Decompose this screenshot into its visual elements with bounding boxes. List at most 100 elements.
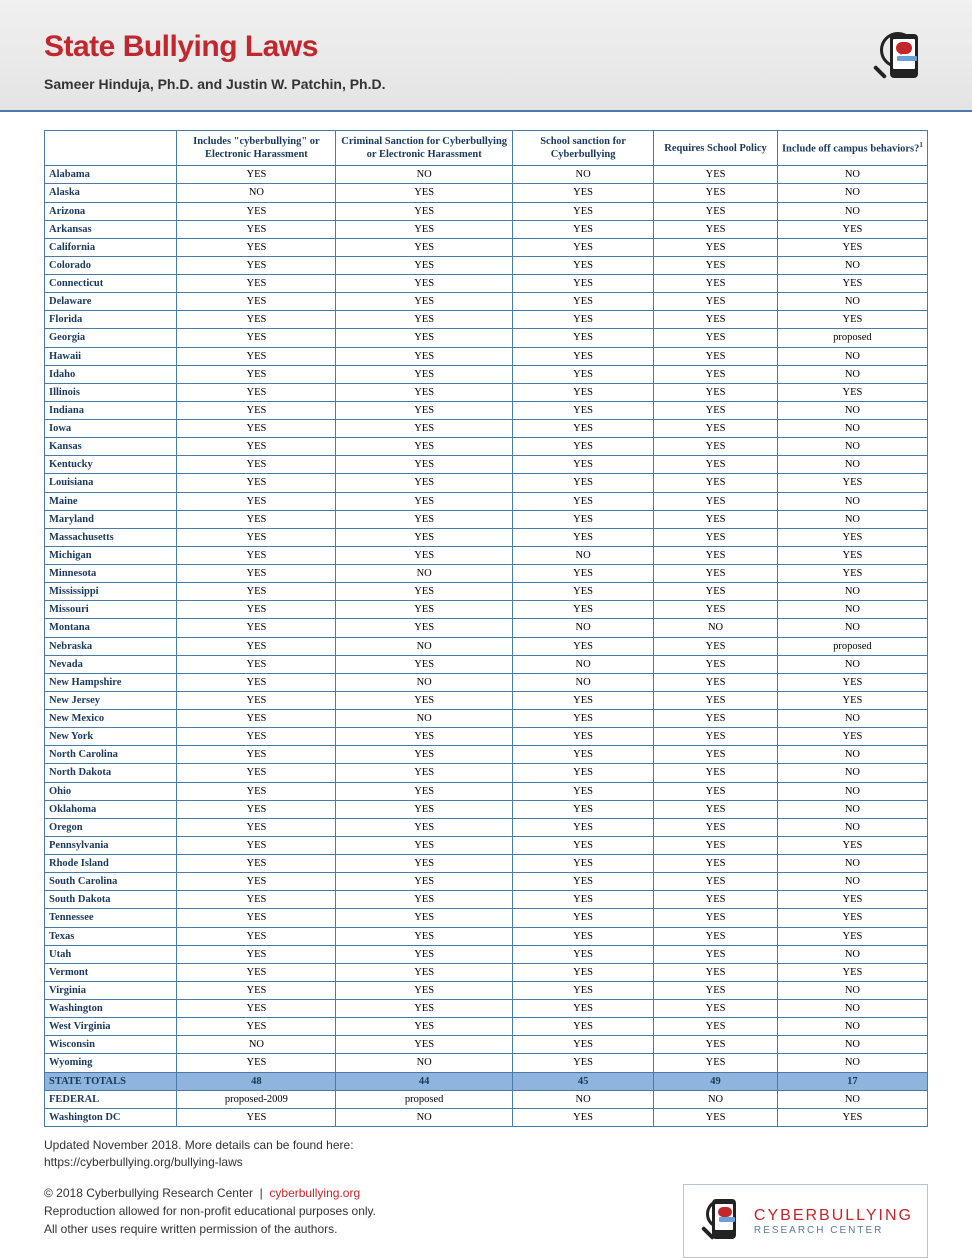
state-cell: Nebraska bbox=[45, 637, 177, 655]
footnote-line1: Updated November 2018. More details can … bbox=[44, 1137, 928, 1154]
value-cell: YES bbox=[654, 184, 778, 202]
value-cell: YES bbox=[177, 293, 336, 311]
value-cell: YES bbox=[512, 1108, 653, 1126]
value-cell: YES bbox=[654, 383, 778, 401]
state-cell: Alaska bbox=[45, 184, 177, 202]
state-cell: Idaho bbox=[45, 365, 177, 383]
state-cell: Washington bbox=[45, 1000, 177, 1018]
value-cell: YES bbox=[654, 293, 778, 311]
value-cell: YES bbox=[654, 401, 778, 419]
value-cell: YES bbox=[177, 728, 336, 746]
table-row: Washington DCYESNOYESYESYES bbox=[45, 1108, 928, 1126]
value-cell: YES bbox=[512, 909, 653, 927]
value-cell: NO bbox=[777, 184, 927, 202]
value-cell: YES bbox=[777, 673, 927, 691]
value-cell: YES bbox=[336, 420, 513, 438]
value-cell: YES bbox=[512, 601, 653, 619]
value-cell: YES bbox=[336, 238, 513, 256]
value-cell: YES bbox=[654, 782, 778, 800]
state-cell: Georgia bbox=[45, 329, 177, 347]
value-cell: YES bbox=[512, 420, 653, 438]
value-cell: YES bbox=[777, 220, 927, 238]
value-cell: NO bbox=[777, 365, 927, 383]
table-row: ConnecticutYESYESYESYESYES bbox=[45, 275, 928, 293]
state-cell: California bbox=[45, 238, 177, 256]
table-row: IllinoisYESYESYESYESYES bbox=[45, 383, 928, 401]
state-cell: Illinois bbox=[45, 383, 177, 401]
header: State Bullying Laws Sameer Hinduja, Ph.D… bbox=[0, 0, 972, 112]
value-cell: YES bbox=[177, 420, 336, 438]
state-cell: New Jersey bbox=[45, 691, 177, 709]
value-cell: NO bbox=[777, 583, 927, 601]
table-row: VirginiaYESYESYESYESNO bbox=[45, 981, 928, 999]
value-cell: YES bbox=[177, 401, 336, 419]
value-cell: YES bbox=[336, 329, 513, 347]
value-cell: NO bbox=[336, 1108, 513, 1126]
value-cell: NO bbox=[777, 619, 927, 637]
value-cell: YES bbox=[177, 256, 336, 274]
value-cell: YES bbox=[777, 546, 927, 564]
value-cell: YES bbox=[512, 963, 653, 981]
state-cell: Wyoming bbox=[45, 1054, 177, 1072]
value-cell: NO bbox=[777, 818, 927, 836]
value-cell: YES bbox=[654, 836, 778, 854]
value-cell: YES bbox=[512, 365, 653, 383]
value-cell: NO bbox=[777, 438, 927, 456]
table-row: FloridaYESYESYESYESYES bbox=[45, 311, 928, 329]
table-row: ColoradoYESYESYESYESNO bbox=[45, 256, 928, 274]
value-cell: YES bbox=[777, 311, 927, 329]
value-cell: NO bbox=[777, 782, 927, 800]
table-row: South DakotaYESYESYESYESYES bbox=[45, 891, 928, 909]
value-cell: NO bbox=[654, 619, 778, 637]
value-cell: YES bbox=[177, 275, 336, 293]
value-cell: YES bbox=[512, 981, 653, 999]
value-cell: YES bbox=[654, 710, 778, 728]
table-row: Rhode IslandYESYESYESYESNO bbox=[45, 855, 928, 873]
value-cell: NO bbox=[512, 673, 653, 691]
table-row: HawaiiYESYESYESYESNO bbox=[45, 347, 928, 365]
state-cell: Ohio bbox=[45, 782, 177, 800]
value-cell: YES bbox=[177, 873, 336, 891]
value-cell: YES bbox=[654, 546, 778, 564]
column-header: Criminal Sanction for Cyberbullying or E… bbox=[336, 131, 513, 166]
value-cell: YES bbox=[177, 818, 336, 836]
value-cell: YES bbox=[654, 673, 778, 691]
value-cell: YES bbox=[512, 764, 653, 782]
value-cell: YES bbox=[654, 746, 778, 764]
table-row: OregonYESYESYESYESNO bbox=[45, 818, 928, 836]
value-cell: NO bbox=[512, 619, 653, 637]
value-cell: YES bbox=[512, 891, 653, 909]
value-cell: YES bbox=[336, 782, 513, 800]
value-cell: YES bbox=[654, 565, 778, 583]
value-cell: YES bbox=[177, 891, 336, 909]
value-cell: YES bbox=[654, 1108, 778, 1126]
repro-line1: Reproduction allowed for non-profit educ… bbox=[44, 1202, 376, 1220]
copyright-text: © 2018 Cyberbullying Research Center bbox=[44, 1186, 253, 1200]
value-cell: YES bbox=[512, 510, 653, 528]
value-cell: YES bbox=[336, 836, 513, 854]
value-cell: YES bbox=[512, 637, 653, 655]
value-cell: YES bbox=[177, 836, 336, 854]
state-cell: Tennessee bbox=[45, 909, 177, 927]
value-cell: YES bbox=[336, 275, 513, 293]
value-cell: YES bbox=[336, 583, 513, 601]
value-cell: YES bbox=[654, 1036, 778, 1054]
value-cell: YES bbox=[512, 800, 653, 818]
value-cell: NO bbox=[777, 764, 927, 782]
value-cell: YES bbox=[654, 347, 778, 365]
value-cell: YES bbox=[512, 945, 653, 963]
table-row: North CarolinaYESYESYESYESNO bbox=[45, 746, 928, 764]
value-cell: YES bbox=[336, 981, 513, 999]
state-cell: FEDERAL bbox=[45, 1090, 177, 1108]
table-row: MarylandYESYESYESYESNO bbox=[45, 510, 928, 528]
value-cell: NO bbox=[777, 655, 927, 673]
value-cell: YES bbox=[336, 945, 513, 963]
value-cell: YES bbox=[512, 184, 653, 202]
state-cell: Oklahoma bbox=[45, 800, 177, 818]
site-link[interactable]: cyberbullying.org bbox=[269, 1186, 360, 1200]
table-row: MichiganYESYESNOYESYES bbox=[45, 546, 928, 564]
update-note: Updated November 2018. More details can … bbox=[44, 1137, 928, 1171]
value-cell: YES bbox=[336, 963, 513, 981]
value-cell: NO bbox=[777, 293, 927, 311]
table-row: West VirginiaYESYESYESYESNO bbox=[45, 1018, 928, 1036]
